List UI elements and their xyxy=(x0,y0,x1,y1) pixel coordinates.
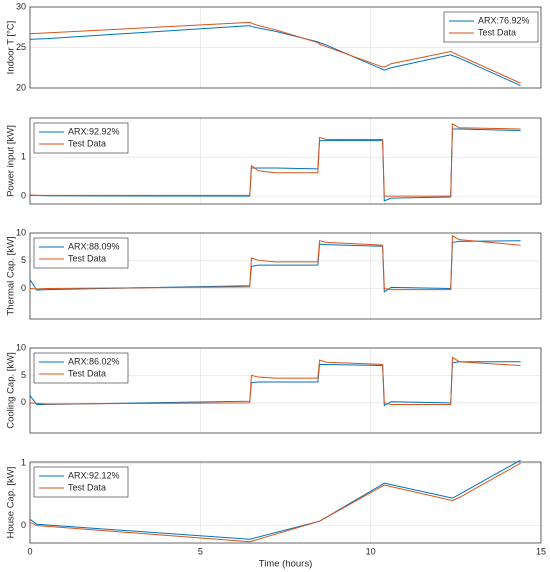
y-tick-label: 0 xyxy=(21,191,26,201)
y-tick-label: 0 xyxy=(21,283,26,293)
subplot: 0 1 Power input [kW] ARX:92.92% Test Data xyxy=(6,117,542,205)
legend-label: Test Data xyxy=(478,27,516,37)
axes-frame xyxy=(29,347,542,434)
data-line xyxy=(29,123,521,197)
x-tick-label: 0 xyxy=(27,546,32,556)
legend-label: ARX:88.09% xyxy=(68,241,120,251)
y-axis-label: Thermal Cap. [kW] xyxy=(6,236,17,315)
y-tick-label: 30 xyxy=(16,1,26,11)
legend-box xyxy=(33,237,129,269)
y-tick-label: 10 xyxy=(16,227,26,237)
legend-box xyxy=(443,11,539,43)
axes-frame xyxy=(29,117,542,205)
axes-frame xyxy=(29,461,542,544)
y-tick-label: 25 xyxy=(16,42,26,52)
y-axis-label: Power input [kW] xyxy=(6,125,17,197)
x-tick-label: 10 xyxy=(366,546,376,556)
y-axis-label: House Cap. [kW] xyxy=(6,467,17,539)
y-tick-label: 1 xyxy=(21,458,26,468)
x-axis-label: Time (hours) xyxy=(259,559,313,570)
y-axis-label: Cooling Cap. [kW] xyxy=(6,352,17,429)
legend-box xyxy=(33,352,129,384)
legend-label: Test Data xyxy=(68,138,106,148)
y-tick-label: 1 xyxy=(21,151,26,161)
legend-label: ARX:92.12% xyxy=(68,470,120,480)
legend-label: ARX:86.02% xyxy=(68,356,120,366)
y-tick-label: 10 xyxy=(16,342,26,352)
legend-box xyxy=(33,122,129,154)
legend-label: ARX:76.92% xyxy=(478,15,530,25)
legend-label: Test Data xyxy=(68,368,106,378)
data-line xyxy=(29,462,521,543)
subplot: 20 25 30 Indoor T [°C] ARX:76.92% Test Data xyxy=(6,1,542,92)
data-line xyxy=(29,234,521,291)
x-tick-label: 5 xyxy=(198,546,203,556)
y-tick-label: 0 xyxy=(21,397,26,407)
y-tick-label: 20 xyxy=(16,82,26,92)
legend-label: Test Data xyxy=(68,482,106,492)
axes-frame xyxy=(29,6,542,89)
data-line xyxy=(29,25,521,87)
legend-label: Test Data xyxy=(68,253,106,263)
x-tick-label: 15 xyxy=(536,546,546,556)
legend-box xyxy=(33,466,129,498)
data-line xyxy=(29,21,521,84)
y-tick-label: 5 xyxy=(21,370,26,380)
subplot: 0 5 10 15 0 1 House Cap. [kW] Time (hours) ARX:9… xyxy=(6,458,546,570)
data-line xyxy=(29,459,521,540)
axes-frame xyxy=(29,232,542,320)
legend-label: ARX:92.92% xyxy=(68,126,120,136)
data-line xyxy=(29,356,521,405)
y-tick-label: 5 xyxy=(21,255,26,265)
y-tick-label: 0 xyxy=(21,520,26,530)
y-axis-label: Indoor T [°C] xyxy=(6,21,17,75)
